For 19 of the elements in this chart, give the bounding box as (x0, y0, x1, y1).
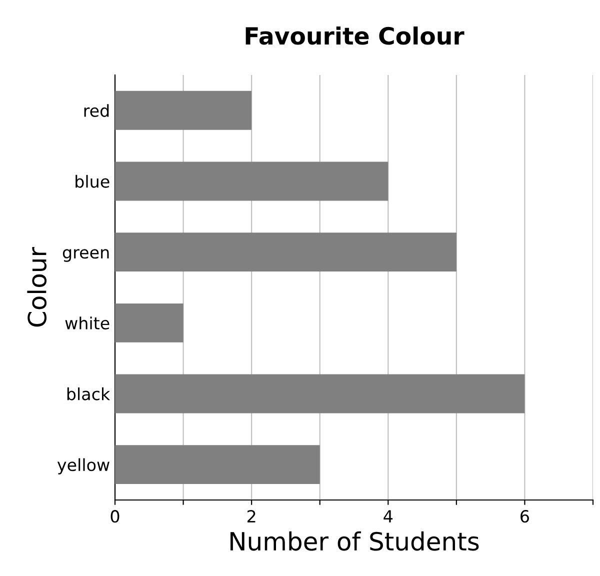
bar (115, 90, 252, 130)
y-tick-label: yellow (57, 458, 110, 474)
bar (115, 374, 525, 414)
bar (115, 162, 388, 201)
y-tick-label: red (84, 104, 109, 117)
x-tick-label: 0 (110, 510, 120, 523)
y-tick-label: blue (76, 174, 110, 188)
y-tick-label: white (65, 316, 110, 330)
x-tick-label: 4 (384, 510, 393, 522)
y-axis-title: Colour (27, 246, 47, 327)
x-tick-label: 6 (520, 510, 529, 523)
y-tick-label: green (62, 249, 109, 262)
bar (115, 303, 184, 342)
bar (115, 232, 456, 272)
x-axis-title: Number of Students (230, 531, 479, 551)
y-tick-label: black (67, 387, 110, 400)
chart-title: Favourite Colour (246, 26, 464, 45)
bar (115, 445, 320, 484)
x-tick-label: 2 (247, 510, 256, 522)
